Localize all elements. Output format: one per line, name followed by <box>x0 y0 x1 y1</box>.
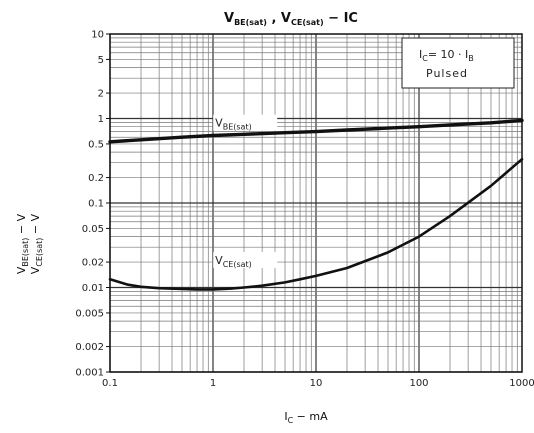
chart-title: VBE(sat) , VCE(sat) − IC <box>224 11 358 27</box>
y-label-1-main: V <box>15 266 28 274</box>
series-label-main: V <box>215 117 223 130</box>
title-part-2: − IC <box>324 11 358 26</box>
annotation-background <box>401 37 515 89</box>
y-axis-label-line-1: VBE(sat) − V <box>15 213 30 274</box>
y-label-2-sub: CE(sat) <box>35 238 44 267</box>
y-axis-label-line-2: VCE(sat) − V <box>29 213 44 274</box>
series-label-sub: CE(sat) <box>223 260 252 269</box>
annotation-box: IC= 10 · IB Pulsed <box>401 37 515 89</box>
x-label-sub: C <box>288 416 294 425</box>
x-label-main: I <box>284 410 287 423</box>
y-tick-label: 0.01 <box>82 283 104 294</box>
x-axis-label: IC − mA <box>284 410 328 425</box>
series-label-sub: BE(sat) <box>223 123 252 132</box>
y-label-1-rest: − V <box>15 213 28 237</box>
grid <box>109 34 522 373</box>
title-part-1-sub: CE(sat) <box>291 18 324 27</box>
series-label-VCE(sat): VCE(sat) <box>215 254 252 269</box>
x-tick-label: 1000 <box>509 378 534 389</box>
x-tick-label: 10 <box>310 378 323 389</box>
y-tick-label: 0.05 <box>82 224 104 235</box>
series-label-VBE(sat): VBE(sat) <box>215 117 252 132</box>
series-label-bg <box>213 251 278 268</box>
y-tick-label: 5 <box>98 55 104 66</box>
x-tick-label: 100 <box>409 378 428 389</box>
y-tick-label: 1 <box>98 114 104 125</box>
y-tick-label: 2 <box>98 89 104 100</box>
series-line-VBE(sat) <box>108 118 524 144</box>
series-line-VCE(sat) <box>108 157 524 291</box>
title-part-0-sub: BE(sat) <box>234 18 267 27</box>
y-tick-label: 0.5 <box>88 139 104 150</box>
series-label-main: V <box>215 254 223 267</box>
title-part-1: , V <box>267 11 291 26</box>
y-label-1-sub: BE(sat) <box>21 238 30 267</box>
y-label-2-main: V <box>29 266 42 274</box>
annotation-eq: = 10 · I <box>428 48 468 61</box>
annotation-ic-sub: C <box>422 54 428 63</box>
x-tick-label: 0.1 <box>102 378 118 389</box>
y-axis-label: VBE(sat) − V VCE(sat) − V <box>15 213 44 274</box>
y-tick-label: 10 <box>91 30 104 41</box>
annotation-ib-sub: B <box>468 54 474 63</box>
y-tick-label: 0.002 <box>75 342 104 353</box>
y-tick-label: 0.2 <box>88 173 104 184</box>
x-label-rest: − mA <box>293 410 328 423</box>
y-tick-labels: 10 5 2 1 0.5 0.2 0.1 0.05 0.02 0.01 0.005 0.002 0.00… <box>75 30 110 379</box>
annotation-ic: I <box>419 48 422 61</box>
y-tick-label: 0.1 <box>88 199 104 210</box>
series-label-bg <box>213 114 278 131</box>
title-part-0: V <box>224 11 234 26</box>
x-tick-label: 1 <box>210 378 216 389</box>
x-tick-labels: 0.1 1 10 100 1000 <box>102 378 534 389</box>
y-tick-label: 0.02 <box>82 258 104 269</box>
series: VBE(sat)VCE(sat) <box>108 114 524 291</box>
annotation-line-2: Pulsed <box>426 67 468 80</box>
y-tick-label: 0.001 <box>75 368 104 379</box>
y-label-2-rest: − V <box>29 213 42 237</box>
y-tick-label: 0.005 <box>75 308 104 319</box>
annotation-line-1: IC= 10 · IB <box>419 48 474 63</box>
